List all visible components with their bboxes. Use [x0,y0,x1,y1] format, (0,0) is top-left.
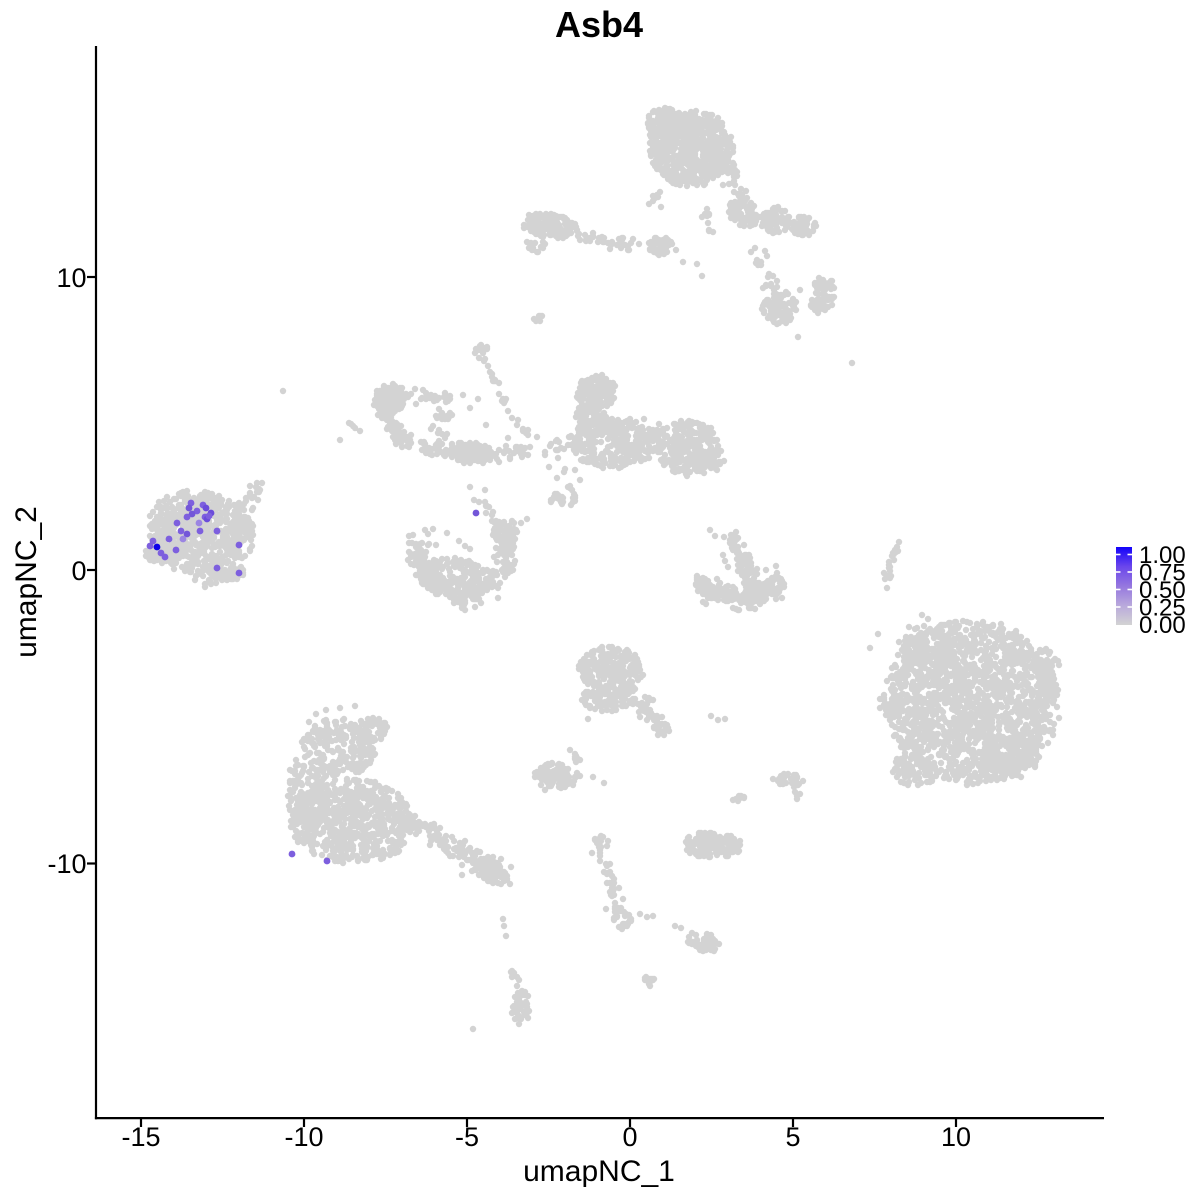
svg-text:1.00: 1.00 [1139,542,1186,569]
svg-text:-15: -15 [121,1122,160,1152]
svg-text:umapNC_2: umapNC_2 [10,506,43,658]
svg-text:10: 10 [56,263,86,293]
svg-text:Asb4: Asb4 [555,4,643,45]
svg-text:0.50: 0.50 [1139,577,1186,604]
svg-text:umapNC_1: umapNC_1 [523,1155,675,1188]
svg-text:0: 0 [71,556,86,586]
svg-text:0.00: 0.00 [1139,612,1186,639]
svg-text:0.25: 0.25 [1139,595,1186,622]
svg-text:-10: -10 [284,1122,323,1152]
svg-text:-10: -10 [47,849,86,879]
svg-text:10: 10 [941,1122,971,1152]
svg-text:0: 0 [622,1122,637,1152]
svg-text:0.75: 0.75 [1139,560,1186,587]
svg-text:-5: -5 [455,1122,479,1152]
svg-text:5: 5 [785,1122,800,1152]
